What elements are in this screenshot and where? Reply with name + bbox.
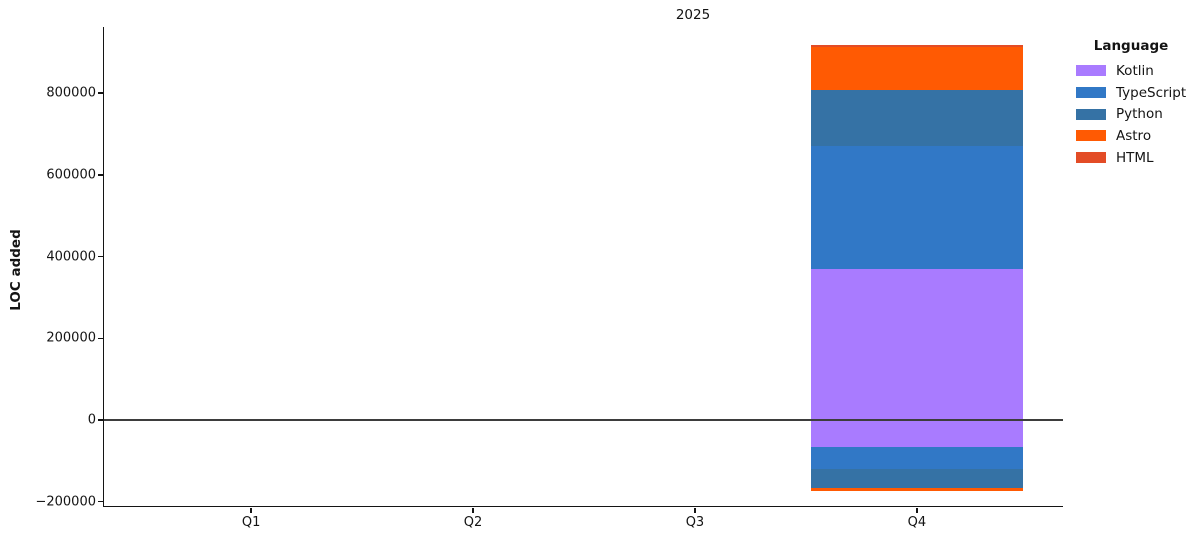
y-tick-label: 800000	[46, 85, 96, 101]
x-tick-label-q4: Q4	[907, 515, 927, 530]
bar-segment-kotlin-positive-q4	[810, 268, 1023, 420]
legend-swatch-html	[1076, 152, 1106, 164]
plot-area: −200000 0 200000 400000 600000 800000 Q1 Q2 Q3 Q4	[35, 27, 1063, 530]
x-tick-mark	[250, 508, 252, 513]
y-tick-label: 0	[87, 412, 96, 428]
x-tick-mark	[694, 508, 696, 513]
legend-label-kotlin: Kotlin	[1116, 62, 1154, 79]
y-tick-mark	[98, 337, 103, 339]
y-tick-mark	[98, 174, 103, 176]
bar-segment-kotlin-negative-q4	[810, 419, 1023, 447]
legend-swatch-astro	[1076, 130, 1106, 142]
legend-swatch-typescript	[1076, 87, 1106, 99]
y-tick-mark	[98, 92, 103, 94]
x-tick-mark	[916, 508, 918, 513]
y-tick-label: 400000	[46, 249, 96, 265]
x-tick-label-q1: Q1	[241, 515, 261, 530]
y-tick-mark	[98, 419, 103, 421]
bar-segment-python-negative-q4	[810, 469, 1023, 488]
legend-label-python: Python	[1116, 106, 1163, 123]
bar-segment-astro-negative-q4	[810, 487, 1023, 491]
zero-line	[104, 419, 1063, 421]
x-tick-label-q3: Q3	[685, 515, 705, 530]
y-tick-label: −200000	[35, 494, 96, 510]
legend-swatch-python	[1076, 108, 1106, 120]
chart-title: 2025	[675, 7, 711, 23]
legend-label-html: HTML	[1116, 149, 1154, 166]
legend-item-astro: Astro	[1076, 125, 1196, 147]
bar-segment-typescript-positive-q4	[810, 146, 1023, 269]
legend-title: Language	[1093, 38, 1169, 54]
y-tick-mark	[98, 500, 103, 503]
y-tick-mark	[98, 255, 103, 258]
legend: Language Kotlin TypeScript Python Astro HTML	[1076, 38, 1196, 168]
legend-item-python: Python	[1076, 103, 1196, 125]
bar-segment-html-positive-q4	[810, 44, 1023, 47]
legend-item-html: HTML	[1076, 147, 1196, 169]
legend-item-typescript: TypeScript	[1076, 82, 1196, 104]
legend-item-kotlin: Kotlin	[1076, 60, 1196, 82]
legend-swatch-kotlin	[1076, 65, 1106, 77]
legend-rows: Kotlin TypeScript Python Astro HTML	[1076, 60, 1196, 168]
y-tick-label: 600000	[46, 167, 96, 183]
x-tick-mark	[472, 508, 474, 513]
legend-label-astro: Astro	[1116, 127, 1152, 144]
y-axis-label: LOC added	[8, 229, 24, 311]
legend-label-typescript: TypeScript	[1116, 84, 1187, 101]
bar-segment-typescript-negative-q4	[810, 446, 1023, 469]
y-tick-label: 200000	[46, 330, 96, 346]
bar-segment-python-positive-q4	[810, 89, 1023, 147]
bar-segment-astro-positive-q4	[810, 46, 1023, 90]
x-tick-label-q2: Q2	[463, 515, 483, 530]
